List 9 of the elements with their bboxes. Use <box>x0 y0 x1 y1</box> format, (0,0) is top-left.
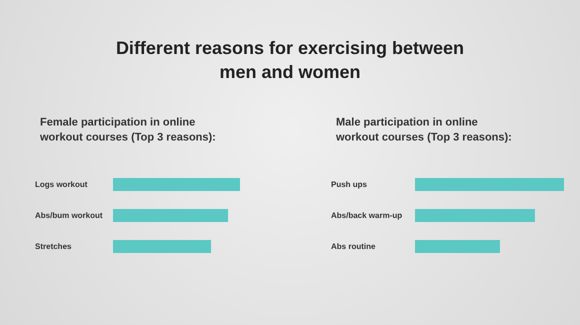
y-tick-label: Abs/bum workout <box>35 211 103 220</box>
y-tick-label: Push ups <box>331 180 368 189</box>
chart-subtitle: Female participation in online workout courses (Top 3 reasons): <box>39 116 216 144</box>
text: Different reasons for exercising between men and women <box>114 37 466 84</box>
y-tick-label: Logs workout <box>35 180 88 189</box>
y-tick-label: Abs routine <box>331 242 376 251</box>
chart-subtitle: Male participation in online workout courses (Top 3 reasons): <box>335 116 512 144</box>
y-tick-label: Abs/back warm-up <box>331 211 402 220</box>
y-tick-label: Stretches <box>35 242 72 251</box>
